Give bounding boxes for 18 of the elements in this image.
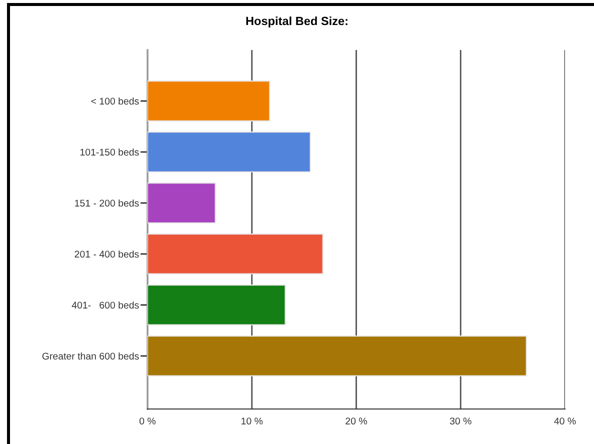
x-tick-label: 10 % [242,418,263,424]
y-tick-label: 201 - 400 beds [74,250,139,258]
bar [148,80,270,122]
chart-title: Hospital Bed Size: [246,16,348,28]
y-tick-label: 151 - 200 beds [75,199,139,207]
y-tick-label: < 100 beds [91,97,139,105]
y-tick-label: 401- 600 beds [72,301,139,309]
bar [148,182,216,224]
y-tick-label: Greater than 600 beds [42,352,139,360]
bar [148,132,311,172]
x-tick-label: 0 % [140,418,156,424]
x-tick-label: 40 % [554,418,576,424]
y-tick-label: 101-150 beds [80,148,139,156]
bar [148,336,527,376]
bar [148,284,286,326]
x-tick-label: 20 % [346,418,367,424]
bar [148,234,324,274]
x-tick-label: 30 % [450,418,472,424]
